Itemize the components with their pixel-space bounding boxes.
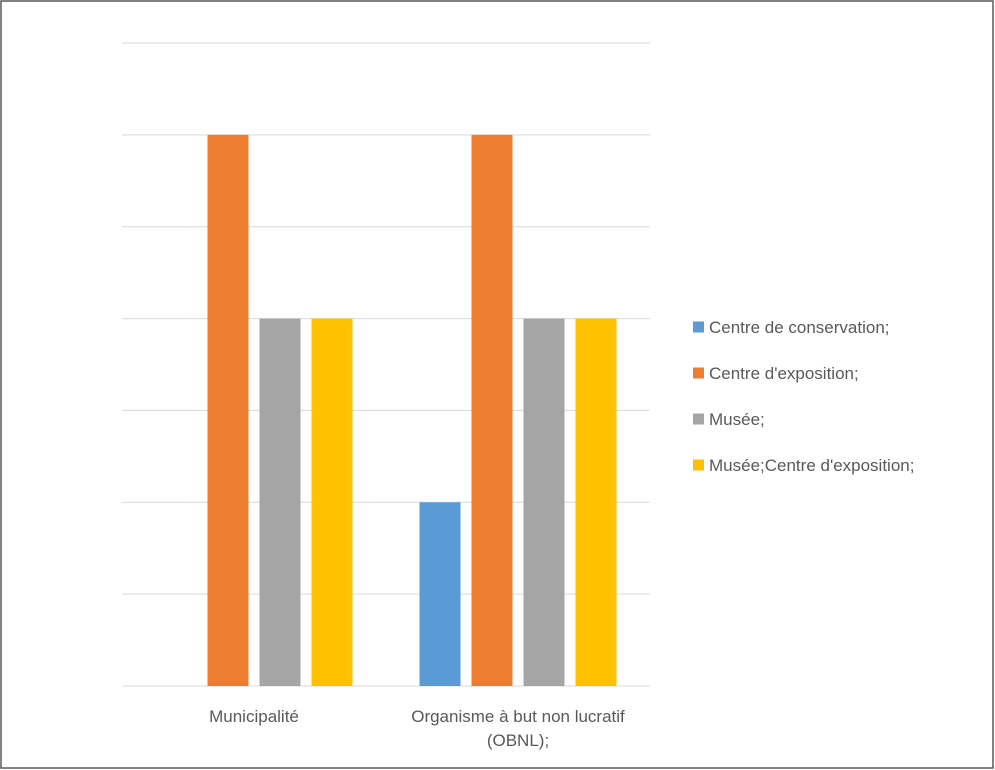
legend-label: Centre d'exposition; xyxy=(709,364,859,383)
bar xyxy=(259,318,301,686)
legend-swatch xyxy=(693,413,704,425)
legend-label: Musée;Centre d'exposition; xyxy=(709,456,914,475)
legend-label: Centre de conservation; xyxy=(709,318,890,337)
legend-item: Musée;Centre d'exposition; xyxy=(693,456,914,475)
bar xyxy=(523,318,565,686)
bar xyxy=(471,134,513,686)
legend-item: Centre d'exposition; xyxy=(693,364,859,383)
legend-item: Centre de conservation; xyxy=(693,318,890,337)
legend-swatch xyxy=(693,321,704,333)
legend-item: Musée; xyxy=(693,410,765,429)
x-tick-label: (OBNL); xyxy=(487,731,549,750)
bars xyxy=(207,134,617,686)
bar xyxy=(311,318,353,686)
bar xyxy=(575,318,617,686)
bar xyxy=(207,134,249,686)
legend: Centre de conservation; Centre d'expositi… xyxy=(693,318,914,475)
legend-swatch xyxy=(693,367,704,379)
x-tick-label: Municipalité xyxy=(209,707,299,726)
x-axis-labels: Municipalité Organisme à but non lucratif… xyxy=(209,707,625,750)
bar xyxy=(419,502,461,686)
legend-label: Musée; xyxy=(709,410,765,429)
legend-swatch xyxy=(693,459,704,471)
x-tick-label: Organisme à but non lucratif xyxy=(411,707,625,726)
